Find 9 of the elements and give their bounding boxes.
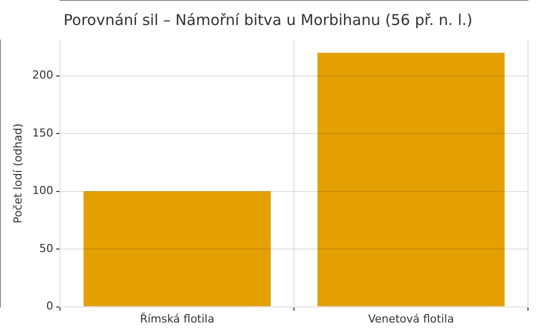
y-tick-label: 150: [32, 126, 54, 140]
x-tick-label: Venetová flotila: [368, 312, 454, 326]
y-tick-label: 50: [39, 242, 54, 255]
chart-title: Porovnání sil – Námořní bitva u Morbihanu (56 př. n. l.): [64, 10, 472, 29]
y-tick-label: 0: [46, 300, 54, 313]
y-tick-label: 100: [32, 184, 54, 198]
y-tick-label: 200: [32, 68, 54, 82]
y-axis-title: Počet lodí (odhad): [11, 123, 24, 224]
x-tick-label: Římská flotila: [140, 311, 214, 326]
